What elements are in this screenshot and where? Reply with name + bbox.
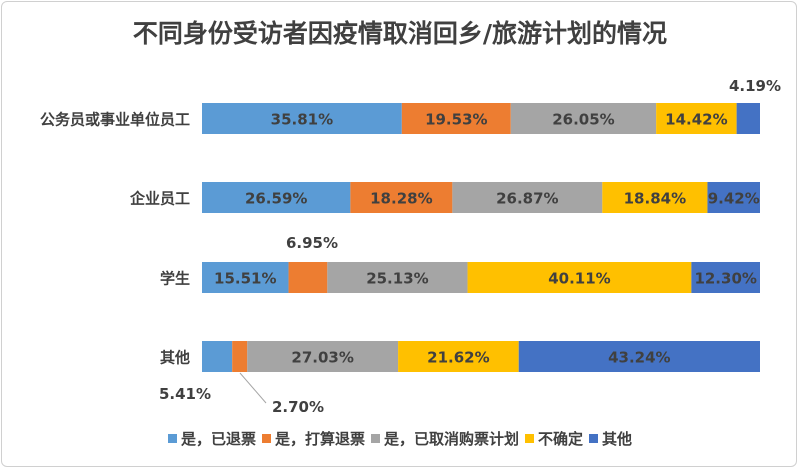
bar-segment [656,103,737,134]
data-label: 27.03% [291,349,353,367]
legend-item: 其他 [589,428,632,449]
data-label: 26.59% [245,190,307,208]
data-label: 14.42% [665,111,727,129]
bar-segment [691,262,760,293]
bar-segment [202,182,351,213]
bar-segment [202,103,402,134]
data-label: 4.19% [729,77,781,95]
data-label: 18.28% [370,190,432,208]
bar-segment [202,341,233,372]
bar-segment [288,262,328,293]
legend-label: 是，已取消购票计划 [383,430,519,448]
data-label: 6.95% [286,234,338,252]
bar-segment [467,262,692,293]
data-label: 25.13% [366,270,428,288]
legend-label: 不确定 [538,430,584,448]
legend-item: 不确定 [525,428,583,449]
bar-segment [602,182,708,213]
legend-item: 是，打算退票 [261,428,365,449]
legend-label: 是，打算退票 [274,430,365,448]
data-label: 35.81% [271,111,333,129]
bar-segment [707,182,760,213]
data-label: 40.11% [548,270,610,288]
legend-swatch [261,434,271,443]
leader-line [239,372,267,404]
data-label: 2.70% [272,398,324,416]
chart-title: 不同身份受访者因疫情取消回乡/旅游计划的情况 [132,19,668,48]
legend-swatch [370,434,380,443]
bar-segment [247,341,399,372]
data-label: 15.51% [214,270,276,288]
bar-segment [232,341,248,372]
legend-swatch [525,434,534,443]
legend-swatch [589,434,599,443]
data-label: 26.05% [552,111,614,129]
bar-segment [327,262,468,293]
bar-segment [452,182,603,213]
category-label: 学生 [160,270,190,288]
bar-segment [398,341,519,372]
legend-item: 是，已退票 [167,428,256,449]
data-label: 5.41% [159,385,211,403]
category-label: 公务员或事业单位员工 [40,111,190,129]
bar-segment [510,103,657,134]
legend-label: 其他 [602,430,633,448]
data-label: 26.87% [496,190,558,208]
data-label: 21.62% [427,349,489,367]
legend-label: 是，已退票 [180,430,256,448]
bar-segment [518,341,760,372]
bar-segment [401,103,511,134]
data-label: 19.53% [425,111,487,129]
data-label: 43.24% [608,349,670,367]
data-label: 9.42% [708,190,760,208]
legend: 是，已退票 是，打算退票 是，已取消购票计划 不确定 其他 [0,428,800,449]
bar-segment [202,262,289,293]
legend-swatch [167,434,177,443]
data-label: 12.30% [694,270,756,288]
bar-segment [736,103,760,134]
category-label: 其他 [160,349,190,367]
category-label: 企业员工 [129,190,190,208]
legend-item: 是，已取消购票计划 [370,428,519,449]
bar-segment [350,182,453,213]
data-label: 18.84% [624,190,686,208]
